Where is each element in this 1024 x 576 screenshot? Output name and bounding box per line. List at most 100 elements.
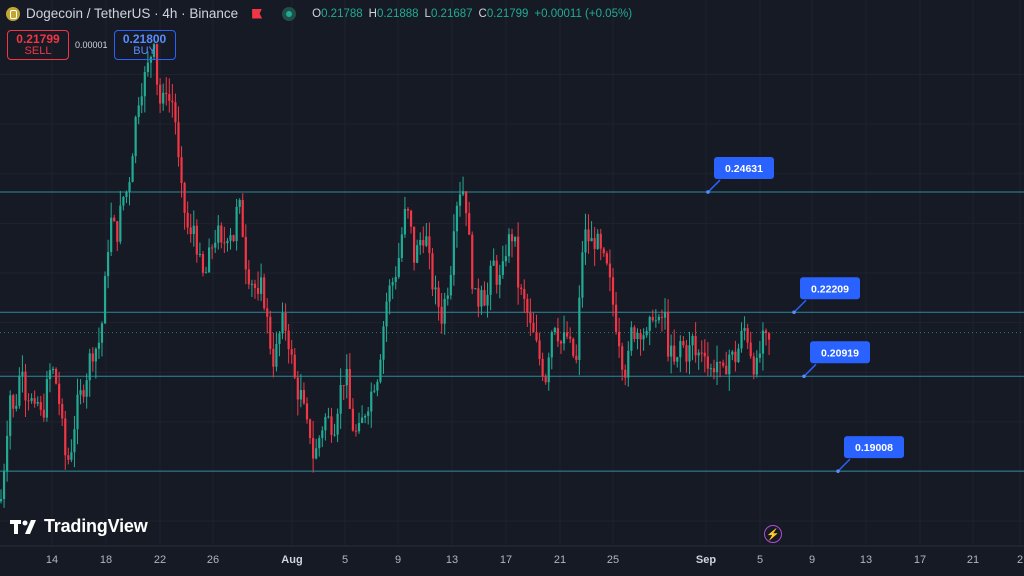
- visibility-icon[interactable]: [282, 6, 297, 21]
- candle-body: [128, 182, 131, 192]
- candle-body: [434, 287, 437, 290]
- candle-body: [15, 405, 18, 409]
- spread-value: 0.00001: [75, 40, 108, 50]
- candle-body: [48, 370, 52, 380]
- candle-body: [694, 336, 697, 356]
- tradingview-logo[interactable]: TradingView: [10, 516, 148, 537]
- candle-body: [385, 301, 388, 327]
- dogecoin-icon: [6, 6, 20, 21]
- candle-body: [397, 257, 400, 277]
- candle-body: [547, 357, 550, 383]
- candle-body: [143, 72, 146, 97]
- candle-body: [174, 102, 177, 123]
- candle-body: [480, 290, 483, 307]
- time-tick-label: 5: [757, 554, 763, 566]
- label-text: 0.24631: [725, 163, 763, 175]
- candle-body: [513, 236, 517, 242]
- candle-body: [562, 332, 566, 344]
- candle-body: [706, 356, 709, 369]
- candle-body: [425, 236, 428, 246]
- level-label-2[interactable]: 0.20919: [802, 341, 870, 379]
- candle-body: [391, 282, 394, 286]
- candle-body: [740, 330, 743, 349]
- candle-body: [33, 398, 36, 404]
- candle-body: [140, 96, 143, 106]
- buy-label: BUY: [133, 45, 156, 57]
- candle-body: [168, 94, 171, 101]
- candle-body: [556, 328, 560, 342]
- level-labels[interactable]: 0.24631 0.22209 0.20919 0.19008: [706, 157, 904, 473]
- logo-text: TradingView: [44, 516, 148, 536]
- sell-price: 0.21799: [16, 32, 60, 46]
- time-tick-label: 21: [967, 554, 979, 566]
- buy-button[interactable]: 0.21800 BUY: [113, 30, 176, 60]
- candle-body: [146, 62, 149, 73]
- time-tick-label: 9: [395, 554, 401, 566]
- lightning-icon[interactable]: ⚡: [764, 525, 782, 543]
- level-label-3[interactable]: 0.19008: [836, 436, 904, 473]
- candle-body: [116, 221, 119, 242]
- candle-body: [321, 430, 324, 438]
- candle-body: [394, 276, 397, 283]
- candle-body: [703, 352, 706, 357]
- candle-body: [36, 402, 39, 404]
- label-anchor: [836, 469, 840, 473]
- candle-body: [21, 371, 24, 376]
- candle-body: [492, 260, 495, 266]
- candle-body: [165, 92, 168, 95]
- candle-body: [624, 369, 627, 378]
- candle-body: [177, 122, 180, 158]
- candle-body: [192, 225, 195, 235]
- sell-button[interactable]: 0.21799 SELL: [7, 30, 69, 60]
- horizontal-levels[interactable]: [0, 191, 1024, 472]
- candle-body: [351, 408, 354, 431]
- time-tick-label: Sep: [696, 554, 716, 566]
- candle-body: [2, 471, 6, 500]
- candle-body: [501, 261, 504, 275]
- candle-body: [483, 290, 486, 306]
- candle-body: [495, 260, 498, 285]
- label-anchor: [792, 310, 796, 315]
- candle-body: [308, 419, 312, 439]
- candle-body: [244, 236, 247, 270]
- candle-body: [611, 277, 615, 305]
- candle-body: [51, 368, 55, 371]
- candle-body: [666, 311, 670, 357]
- candle-body: [682, 341, 685, 346]
- candle-body: [324, 416, 327, 431]
- candle-body: [183, 183, 186, 213]
- candle-body: [339, 385, 342, 414]
- candle-body: [336, 413, 339, 435]
- candle-body: [284, 312, 287, 331]
- candle-body: [275, 343, 278, 367]
- candle-body: [746, 328, 749, 343]
- candle-body: [722, 362, 725, 366]
- candle-body: [256, 287, 260, 294]
- level-label-0[interactable]: 0.24631: [706, 157, 774, 194]
- flag-icon[interactable]: [252, 8, 263, 19]
- candle-body: [12, 395, 15, 409]
- candle-body: [590, 238, 593, 242]
- candle-body: [636, 333, 639, 340]
- candle-body: [758, 353, 761, 358]
- candle-body: [544, 376, 547, 383]
- candle-body: [670, 345, 673, 357]
- level-label-1[interactable]: 0.22209: [792, 277, 860, 315]
- label-box: [844, 436, 904, 459]
- candle-body: [260, 277, 263, 294]
- label-pointer: [707, 179, 721, 193]
- candle-body: [764, 330, 768, 334]
- candle-body: [226, 240, 229, 244]
- candle-body: [446, 295, 449, 299]
- time-tick-label: 14: [46, 554, 58, 566]
- candle-body: [700, 352, 703, 354]
- candle-body: [342, 385, 345, 387]
- candle-body: [743, 328, 746, 331]
- symbol-title[interactable]: Dogecoin / TetherUS · 4h · Binance: [26, 6, 239, 21]
- candle-body: [263, 277, 266, 309]
- time-axis[interactable]: 14 18 22 26 Aug 5 9 13 17 21 25 Sep 5 9 13 17 21 2: [46, 554, 1023, 566]
- candle-body: [749, 342, 752, 357]
- candle-body: [88, 353, 91, 381]
- candle-body: [651, 316, 654, 321]
